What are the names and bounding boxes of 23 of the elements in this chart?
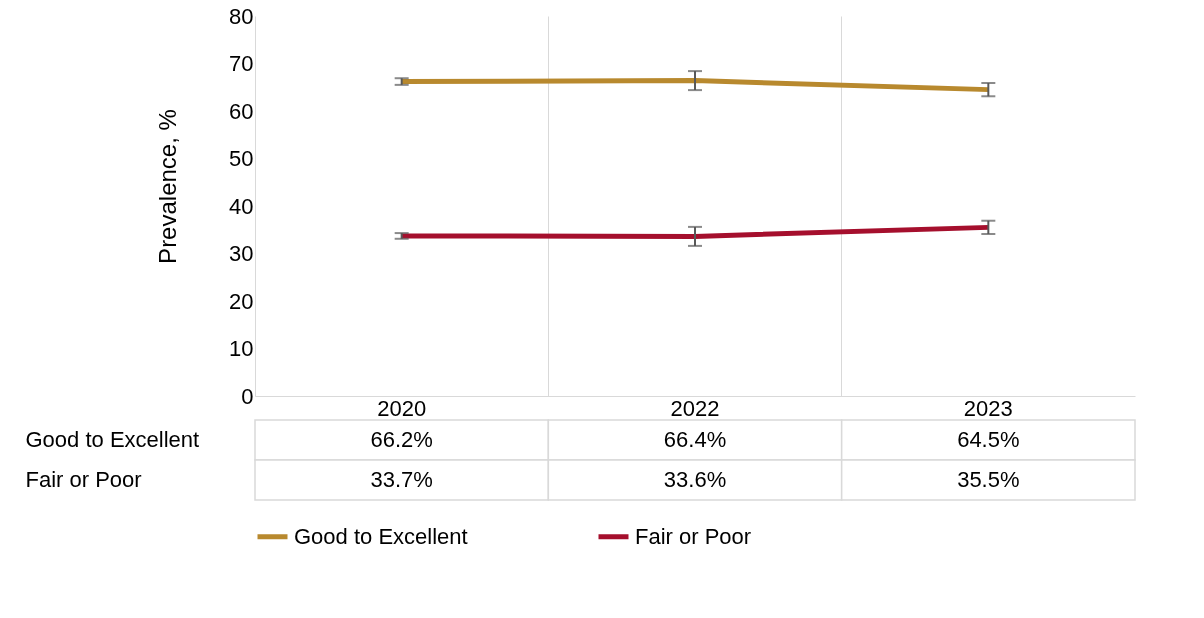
y-tick-label: 60 [229,98,254,124]
y-tick-label: 20 [229,288,254,314]
data-label: 66.2% [370,427,433,452]
y-tick-label: 10 [229,336,254,361]
x-tick-label: 2022 [670,395,720,421]
legend-label: Fair or Poor [635,523,752,549]
x-tick-label: 2023 [963,395,1013,421]
data-label: 66.4% [663,427,727,452]
y-tick-label: 50 [229,146,254,171]
x-tick-label: 2020 [377,395,427,421]
y-tick-label: 0 [241,383,254,409]
y-tick-label: 70 [229,51,254,76]
y-axis-title: Prevalence, % [153,109,181,264]
data-label: 33.6% [663,467,727,492]
y-tick-label: 40 [229,193,254,219]
y-tick-label: 80 [229,3,254,29]
text: Fair or Poor [25,467,142,492]
data-label: 64.5% [957,427,1020,452]
data-label: 33.7% [370,467,433,492]
legend-label: Good to Excellent [294,523,468,549]
text: Good to Excellent [25,427,200,452]
data-label: 35.5% [957,467,1020,492]
y-tick-label: 30 [229,241,254,266]
